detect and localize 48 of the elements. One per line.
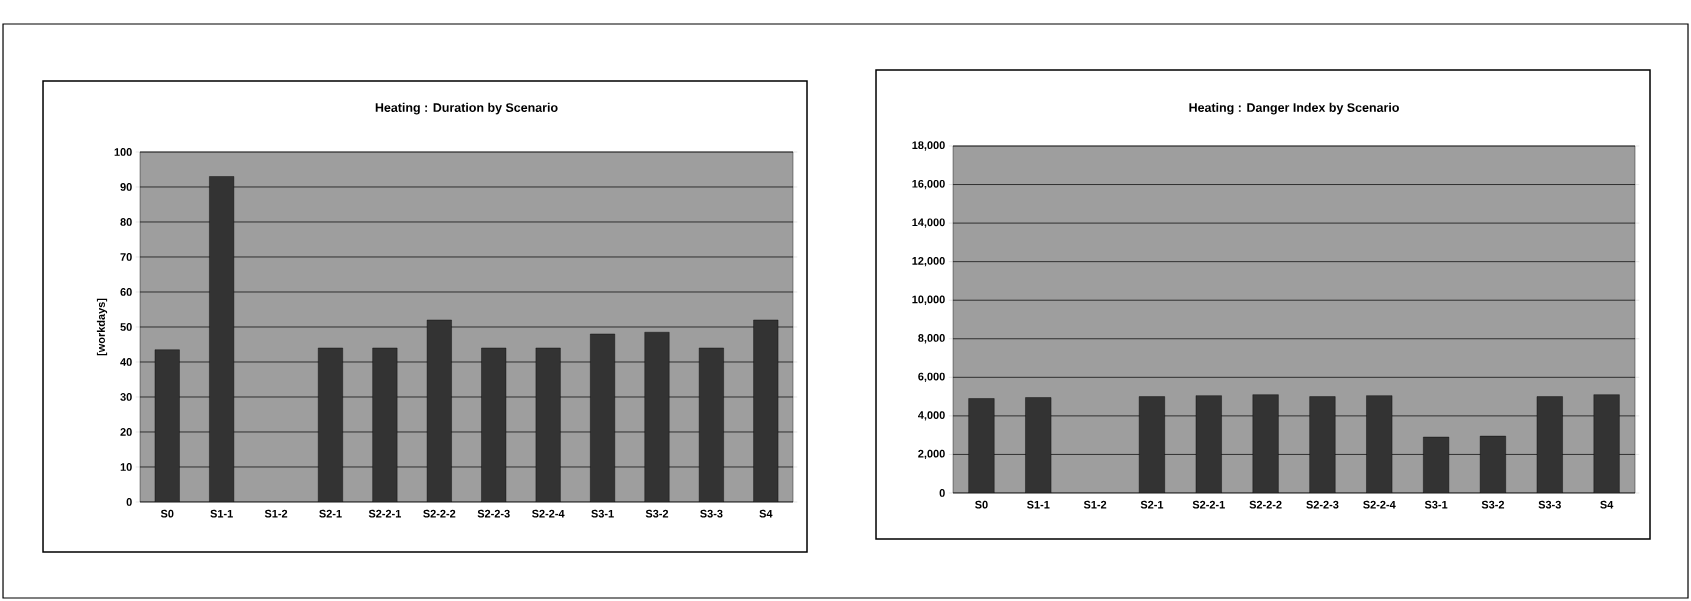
y-tick-label: 60	[120, 288, 132, 296]
x-tick-label: S3-3	[1538, 500, 1561, 509]
x-tick-label: S3-2	[645, 509, 669, 518]
x-tick-label: S1-2	[264, 509, 288, 518]
x-tick-label: S4	[759, 509, 773, 518]
y-tick-label: 2,000	[918, 449, 945, 460]
y-tick-label: 12,000	[912, 256, 945, 267]
y-tick-label: 10	[120, 463, 132, 471]
y-tick-label: 70	[120, 253, 132, 261]
x-tick-label: S3-1	[1424, 500, 1448, 509]
x-tick-label: S0	[160, 509, 174, 518]
y-tick-label: 16,000	[912, 179, 945, 190]
x-tick-label: S3-2	[1481, 500, 1505, 509]
x-tick-label: S2-2-1	[368, 509, 402, 518]
x-tick-label: S2-2-4	[1363, 500, 1396, 509]
x-tick-label: S1-1	[1027, 500, 1050, 509]
chart-title: Heating : Duration by Scenario	[375, 102, 558, 115]
y-tick-label: 50	[120, 323, 132, 331]
x-tick-label: S2-1	[319, 509, 342, 518]
y-tick-label: 100	[114, 148, 132, 156]
y-tick-label: 0	[939, 489, 945, 497]
y-tick-label: 6,000	[918, 372, 945, 382]
x-tick-label: S1-1	[210, 509, 233, 518]
x-tick-label: S4	[1600, 500, 1614, 509]
x-tick-label: S2-1	[1140, 500, 1164, 509]
y-tick-label: 18,000	[912, 141, 945, 151]
x-tick-label: S2-2-2	[423, 509, 456, 518]
y-tick-label: 30	[120, 393, 132, 401]
x-tick-label: S2-2-1	[1192, 500, 1225, 509]
x-tick-label: S2-2-2	[1249, 500, 1282, 509]
y-tick-label: 0	[126, 498, 132, 506]
y-tick-label: 20	[120, 428, 132, 436]
y-tick-label: 10,000	[912, 295, 945, 305]
chart-title: Heating : Danger Index by Scenario	[1189, 102, 1399, 115]
y-tick-label: 4,000	[918, 411, 945, 421]
y-axis-title: [workdays]	[96, 298, 108, 356]
y-tick-label: 8,000	[918, 334, 945, 344]
x-tick-label: S1-2	[1083, 500, 1107, 509]
x-tick-label: S2-2-4	[532, 509, 565, 518]
y-tick-label: 80	[120, 218, 132, 226]
y-tick-label: 14,000	[912, 218, 945, 228]
y-tick-label: 40	[120, 358, 132, 366]
x-tick-label: S3-3	[700, 509, 723, 518]
x-tick-label: S2-2-3	[477, 509, 510, 518]
x-tick-label: S3-1	[591, 509, 614, 518]
x-tick-label: S0	[975, 500, 988, 509]
x-tick-label: S2-2-3	[1306, 500, 1339, 509]
y-tick-label: 90	[120, 183, 132, 191]
